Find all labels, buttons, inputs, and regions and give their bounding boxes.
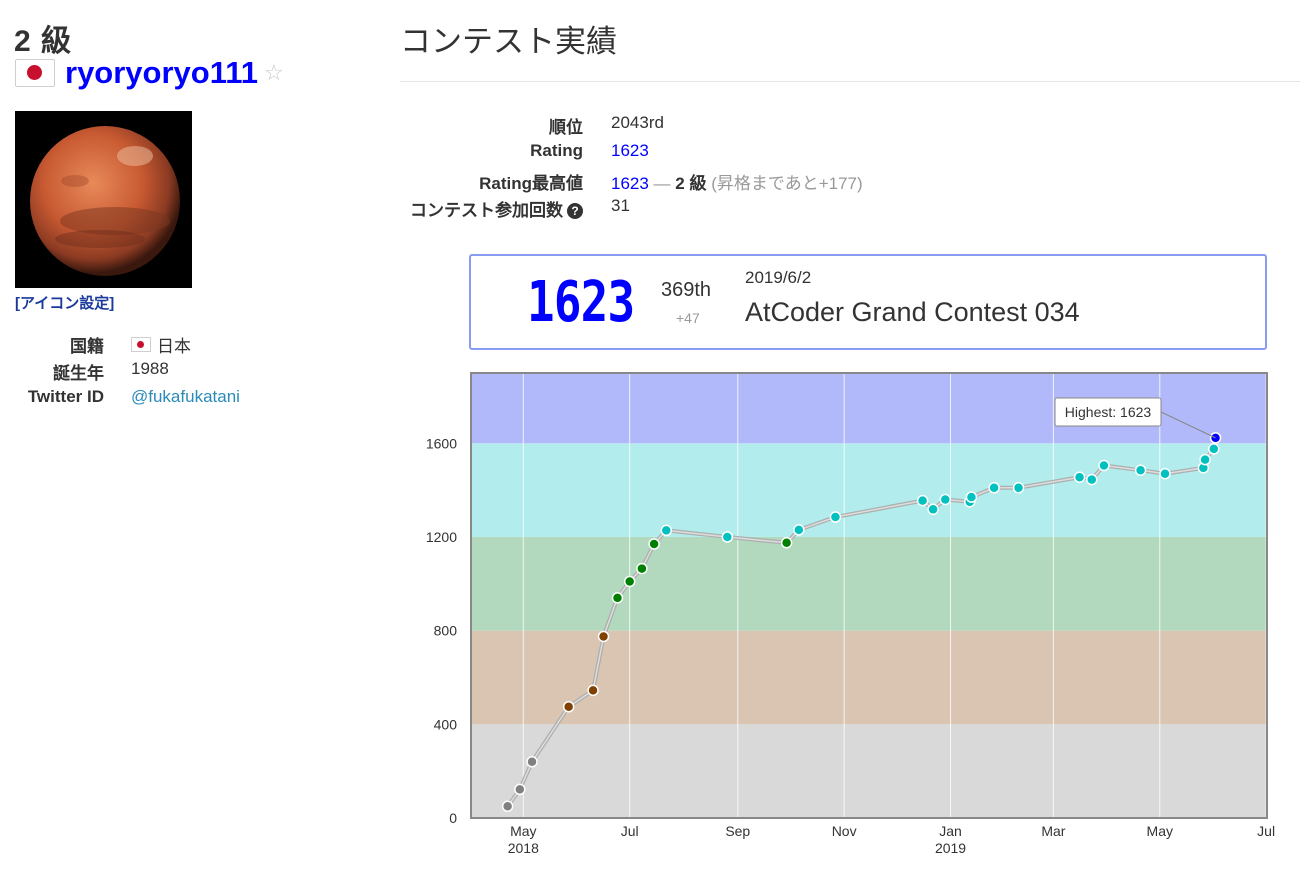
x-tick-year-label: 2018	[508, 840, 539, 856]
rating-point[interactable]	[927, 503, 939, 516]
star-outline-icon[interactable]: ☆	[264, 60, 284, 85]
rating-point[interactable]	[1199, 453, 1211, 466]
y-tick-label: 0	[449, 810, 457, 826]
rating-point[interactable]	[526, 756, 538, 768]
latest-date: 2019/6/2	[745, 268, 812, 287]
rank-value: 2043rd	[611, 113, 664, 132]
nationality-label: 国籍	[70, 337, 104, 356]
rating-point[interactable]	[660, 524, 673, 537]
y-tick-label: 1200	[426, 529, 457, 545]
latest-contest-name[interactable]: AtCoder Grand Contest 034	[745, 297, 1080, 327]
x-tick-year-label: 2019	[935, 840, 966, 856]
rating-point[interactable]	[611, 592, 624, 604]
rating-point[interactable]	[829, 511, 842, 523]
contest-count-label-text: コンテスト参加回数	[410, 201, 563, 220]
x-tick-label: Mar	[1041, 823, 1065, 839]
rating-point[interactable]	[1073, 471, 1086, 483]
twitter-link[interactable]: @fukafukatani	[131, 387, 240, 406]
rating-band	[471, 443, 1267, 537]
rating-point[interactable]	[501, 800, 514, 813]
rating-point[interactable]	[1159, 467, 1171, 480]
rating-point[interactable]	[939, 493, 952, 506]
icon-setting-link[interactable]: [アイコン設定]	[15, 295, 115, 312]
kyu-heading: 2 級	[14, 25, 73, 58]
contest-count-value: 31	[611, 196, 630, 215]
rating-point[interactable]	[916, 494, 929, 507]
contest-count-label: コンテスト参加回数?	[410, 196, 583, 221]
rating-point[interactable]	[623, 575, 636, 588]
x-tick-label: Jan	[939, 823, 962, 839]
highest-kyu: 2 級	[675, 174, 707, 193]
rating-point[interactable]	[1134, 464, 1147, 476]
x-tick-label: May	[510, 823, 536, 839]
rating-point[interactable]	[562, 701, 575, 713]
help-icon[interactable]: ?	[567, 203, 583, 219]
y-tick-label: 1600	[426, 435, 457, 451]
rating-band	[471, 536, 1267, 631]
latest-contest-box: 1623 369th +47 2019/6/2 AtCoder Grand Co…	[469, 254, 1267, 350]
birth-year-value: 1988	[131, 359, 169, 378]
x-tick-label: Sep	[725, 823, 750, 839]
highest-rating-value: 1623 — 2 級 (昇格まであと+177)	[611, 169, 863, 194]
rating-point[interactable]	[721, 531, 734, 543]
highest-label-box	[1054, 397, 1162, 427]
rank-label: 順位	[549, 118, 583, 137]
y-tick-label: 800	[434, 623, 458, 639]
rating-point[interactable]	[597, 630, 610, 643]
rating-value: 1623	[611, 141, 649, 160]
japan-flag-icon	[15, 59, 55, 87]
twitter-value: @fukafukatani	[131, 387, 240, 407]
highest-dash: —	[648, 174, 676, 193]
rating-point[interactable]	[780, 537, 793, 549]
rating-point[interactable]	[648, 538, 660, 550]
twitter-label: Twitter ID	[27, 387, 104, 406]
latest-rating: 1623	[527, 270, 635, 335]
x-tick-label: May	[1147, 823, 1173, 839]
nationality-value: 日本	[131, 332, 191, 357]
rating-point[interactable]	[587, 684, 599, 697]
nationality-text: 日本	[157, 337, 191, 356]
user-row: ryoryoryo111 ☆	[15, 55, 284, 90]
promotion-note: (昇格まであと+177)	[711, 174, 863, 193]
rating-point[interactable]	[988, 482, 1000, 494]
x-tick-label: Jul	[621, 823, 639, 839]
rating-point[interactable]	[636, 562, 648, 575]
rating-point[interactable]	[1086, 473, 1098, 486]
avatar	[15, 111, 192, 288]
divider	[400, 81, 1300, 82]
rating-point[interactable]	[1208, 443, 1220, 455]
rating-band	[471, 630, 1267, 725]
highest-rating-number: 1623	[611, 174, 649, 193]
japan-flag-icon	[131, 337, 151, 352]
username-link[interactable]: ryoryoryo111	[65, 55, 259, 90]
rating-point[interactable]	[1098, 459, 1110, 472]
plot-frame	[470, 372, 1268, 819]
y-tick-label: 400	[434, 716, 458, 732]
section-title: コンテスト実績	[400, 24, 617, 59]
x-tick-label: Jul	[1257, 823, 1275, 839]
latest-diff: +47	[676, 310, 700, 326]
rating-band	[471, 724, 1267, 818]
x-tick-label: Nov	[832, 823, 857, 839]
rating-label: Rating	[530, 141, 583, 160]
rating-point[interactable]	[965, 491, 978, 503]
highest-rating-label: Rating最高値	[479, 174, 583, 193]
highest-connector	[1160, 411, 1216, 439]
latest-rank: 369th	[661, 279, 712, 301]
avatar-image	[15, 111, 192, 288]
rating-point[interactable]	[1012, 482, 1025, 494]
rating-point[interactable]	[793, 524, 805, 536]
highest-label: Highest: 1623	[1065, 404, 1152, 420]
rating-point[interactable]	[514, 783, 526, 796]
birth-year-label: 誕生年	[53, 364, 104, 383]
